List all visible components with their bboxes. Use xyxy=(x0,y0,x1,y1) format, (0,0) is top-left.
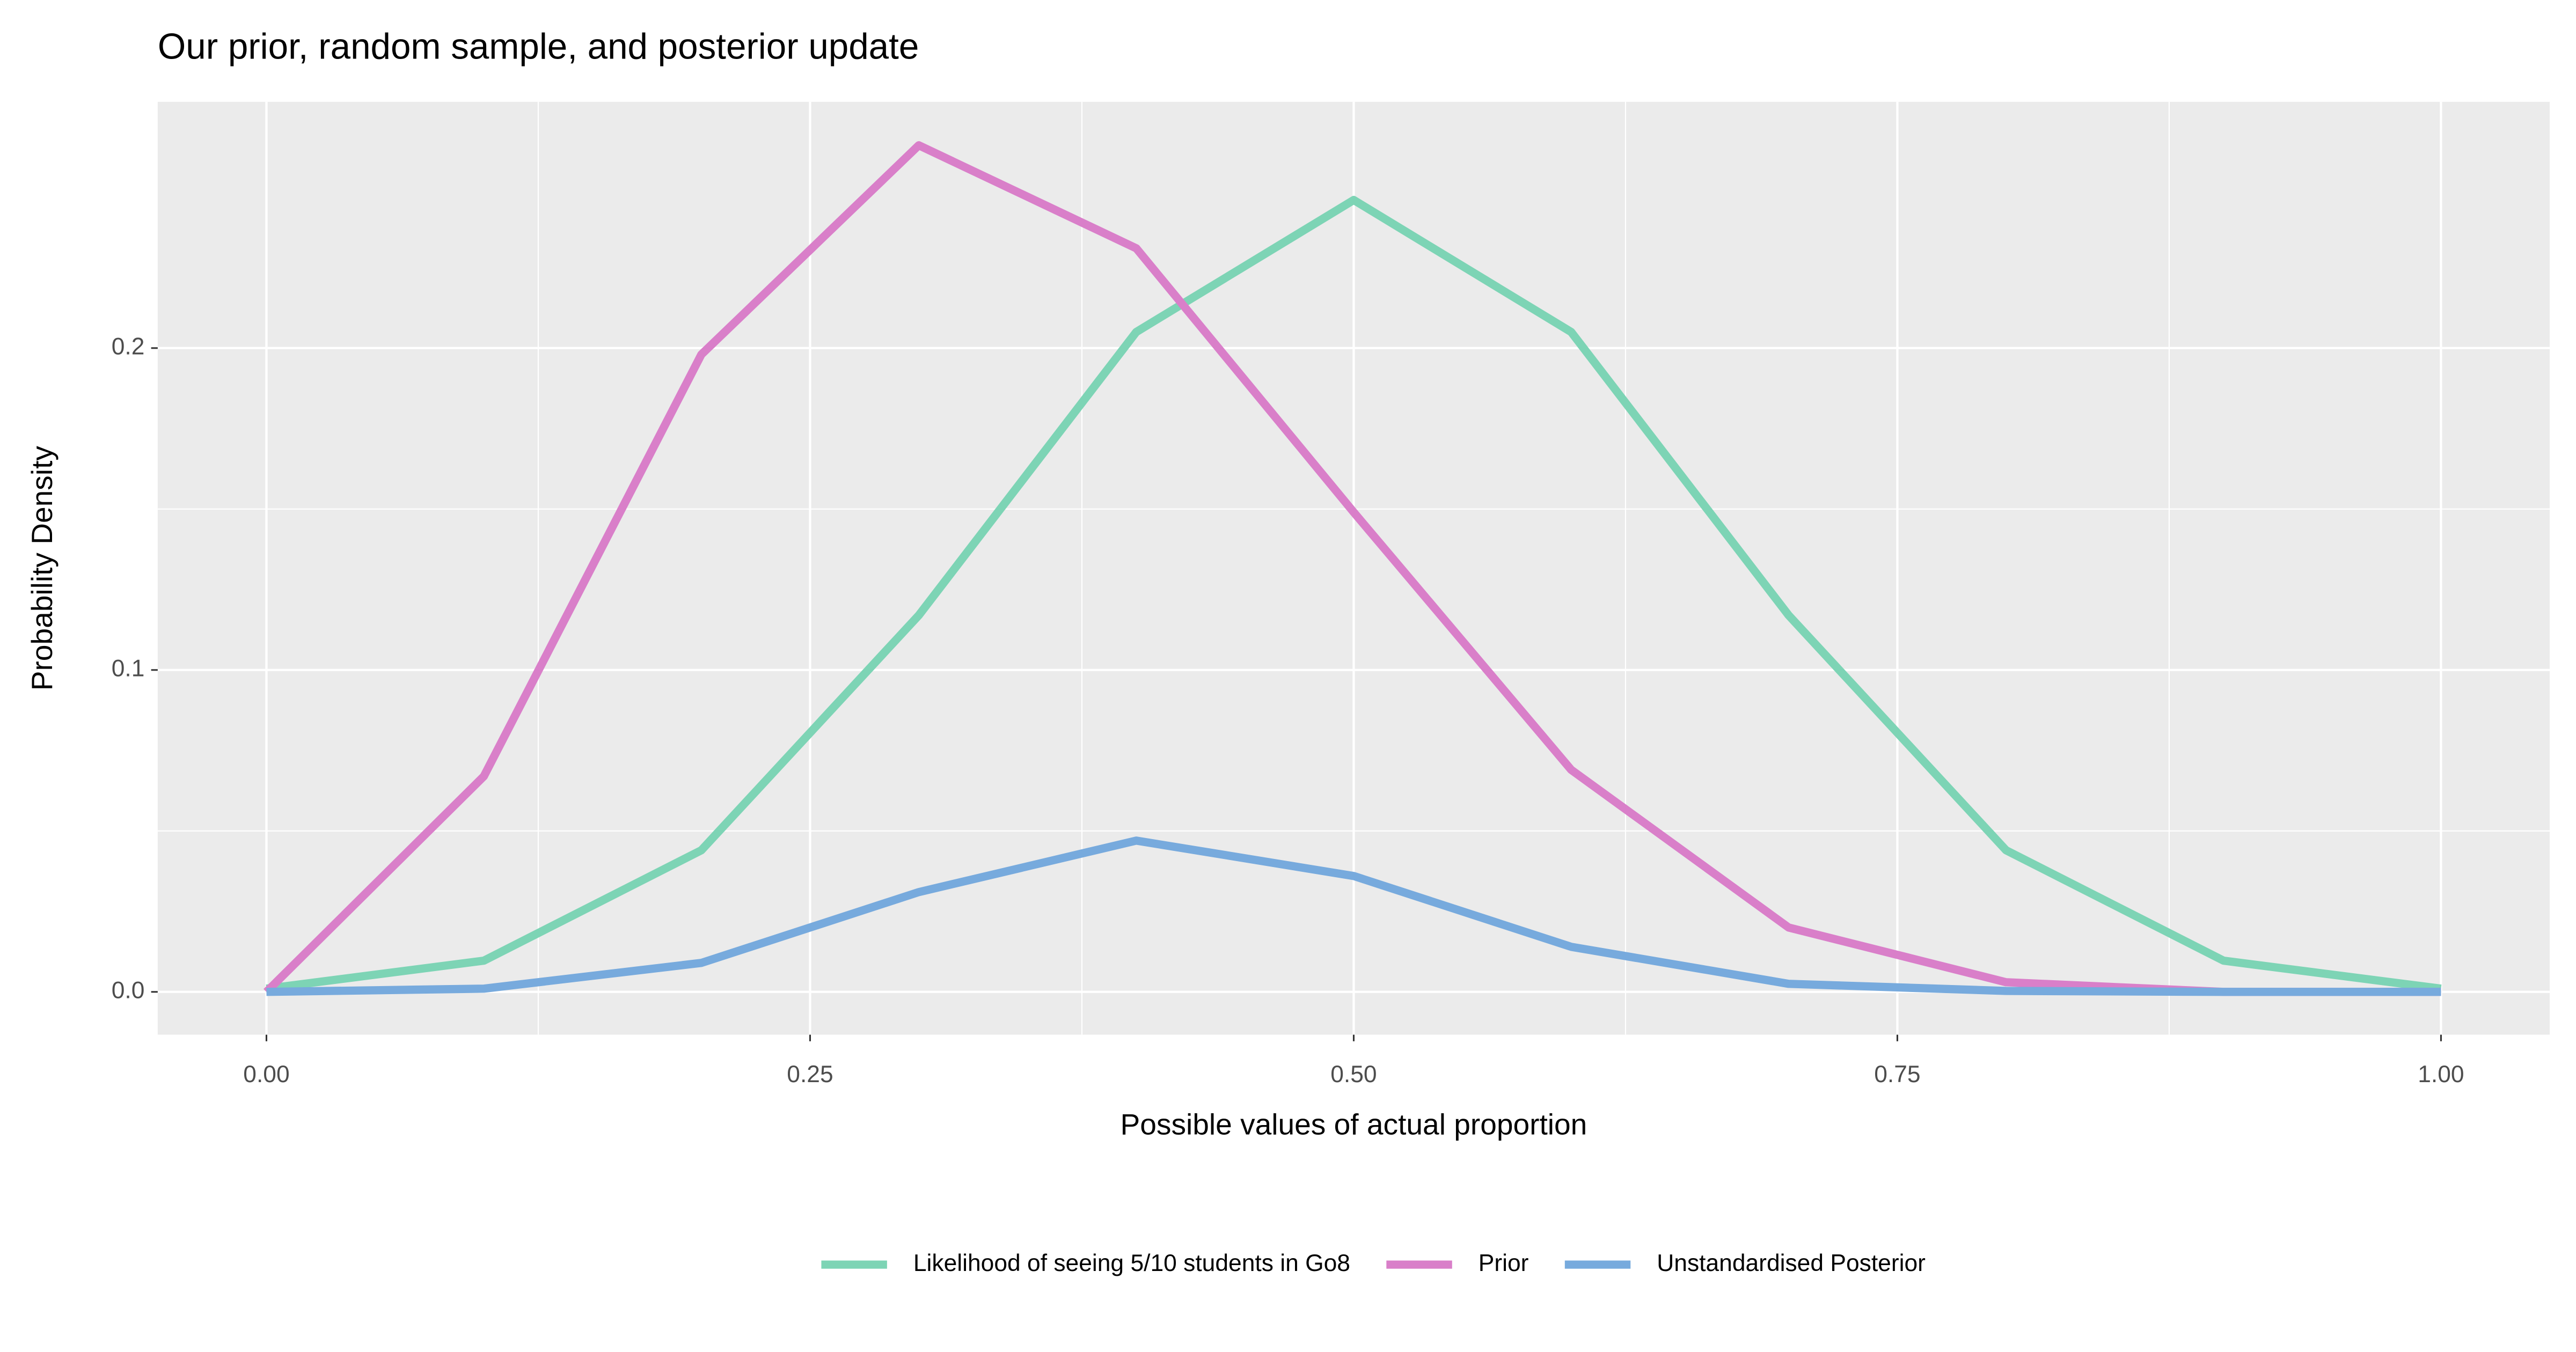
legend-label: Likelihood of seeing 5/10 students in Go… xyxy=(913,1250,1350,1276)
y-axis-title: Probability Density xyxy=(25,446,58,691)
x-tick-label: 1.00 xyxy=(2418,1061,2464,1088)
y-tick-label: 0.0 xyxy=(112,977,145,1003)
legend-label: Prior xyxy=(1479,1250,1529,1276)
x-tick-label: 0.50 xyxy=(1330,1061,1377,1088)
series-line xyxy=(264,141,2441,996)
x-axis-title: Possible values of actual proportion xyxy=(1121,1108,1587,1141)
x-tick-label: 0.00 xyxy=(243,1061,289,1088)
legend-label: Unstandardised Posterior xyxy=(1657,1250,1926,1276)
series-line xyxy=(266,196,2442,993)
x-tick-label: 0.75 xyxy=(1874,1061,1920,1088)
series-line xyxy=(266,836,2441,996)
y-tick-label: 0.1 xyxy=(112,655,145,681)
chart-title: Our prior, random sample, and posterior … xyxy=(158,27,919,67)
y-tick-label: 0.2 xyxy=(112,334,145,360)
legend: Likelihood of seeing 5/10 students in Go… xyxy=(821,1250,1926,1276)
x-tick-label: 0.25 xyxy=(787,1061,833,1088)
